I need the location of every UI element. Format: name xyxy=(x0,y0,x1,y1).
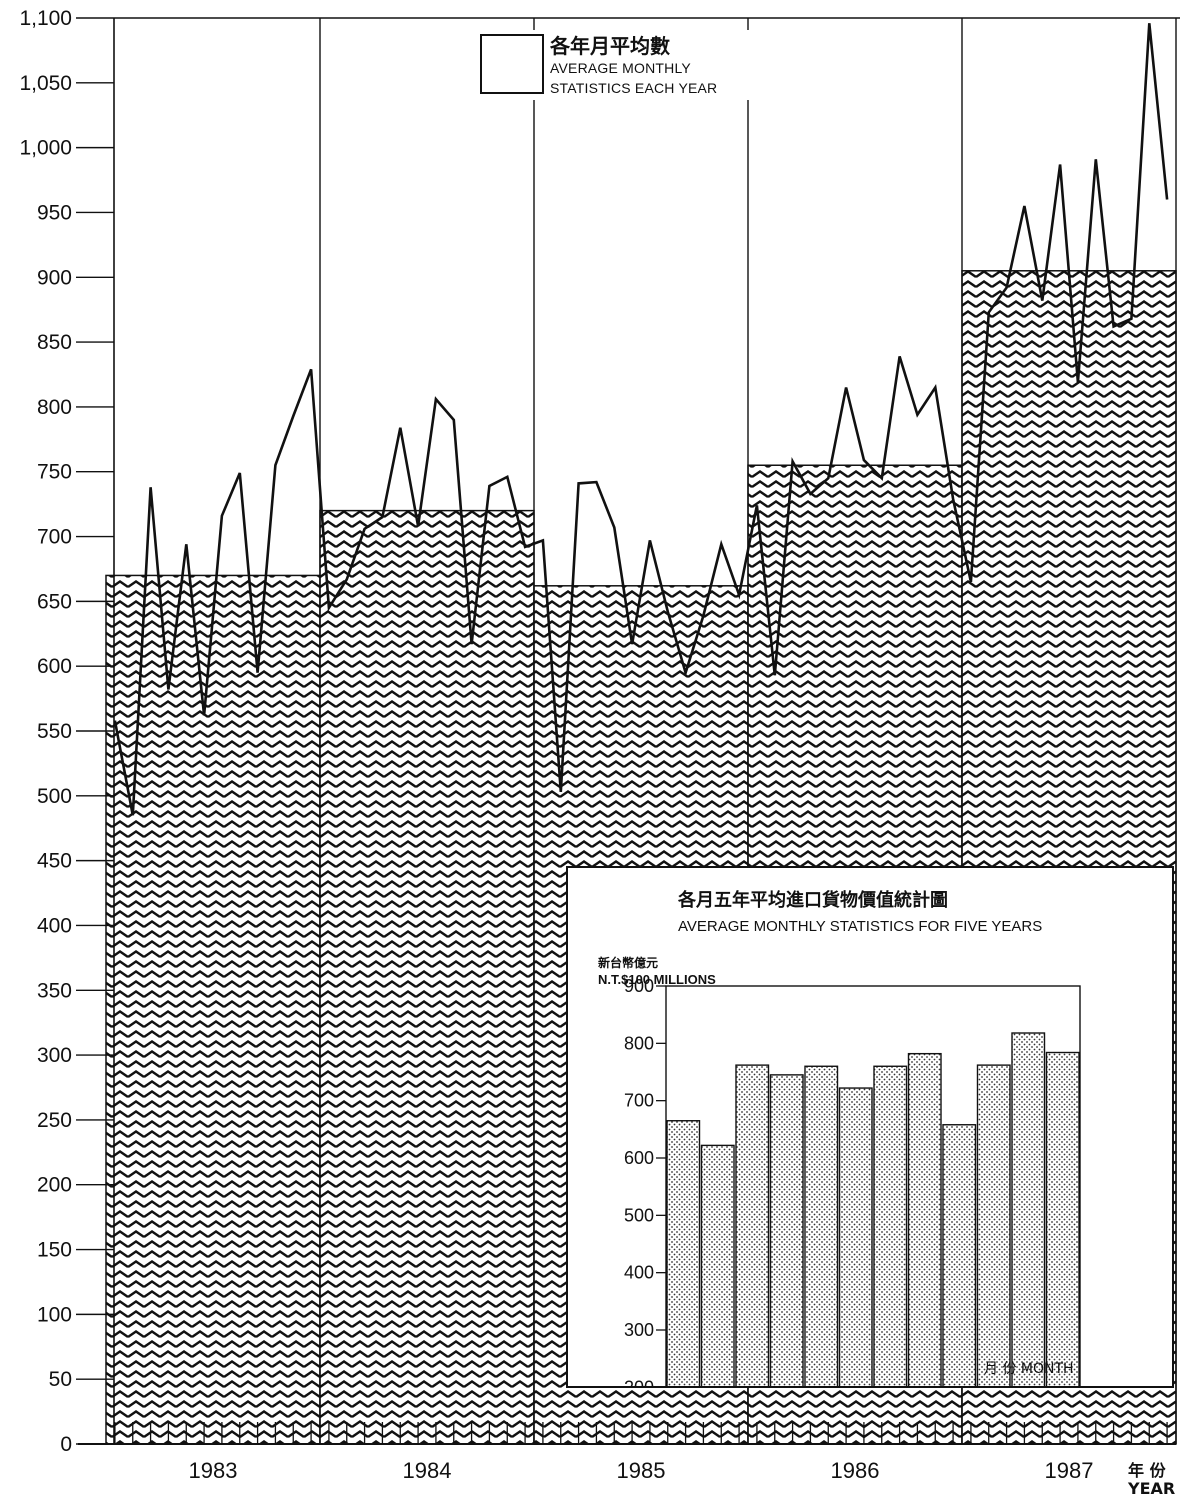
inset-plot: 1234567891011120100200300400500600700800… xyxy=(624,976,1081,1386)
inset-plot-frame xyxy=(665,985,1081,1386)
inset-y-tick-label: 600 xyxy=(624,1148,654,1168)
y-tick-label: 1,050 xyxy=(19,72,72,95)
x-axis-title-en: YEAR xyxy=(1128,1479,1176,1498)
legend-label-en-1: AVERAGE MONTHLY xyxy=(550,60,691,76)
year-label-1984: 1984 xyxy=(403,1458,452,1483)
inset-bar-7 xyxy=(873,1065,908,1386)
inset-xlabel-zh: 月 份 xyxy=(984,1361,1017,1377)
x-axis-title: 年 份 YEAR xyxy=(1128,1462,1175,1498)
inset-chart: 1234567891011120100200300400500600700800… xyxy=(566,866,1174,1388)
inset-bar-12 xyxy=(1045,1051,1080,1386)
inset-bar-5 xyxy=(804,1065,839,1386)
y-tick-label: 50 xyxy=(49,1368,72,1391)
y-tick-label: 350 xyxy=(37,979,72,1002)
inset-bar-11 xyxy=(1011,1032,1046,1386)
inset-y-tick-label: 300 xyxy=(624,1320,654,1340)
inset-bar-6 xyxy=(838,1087,873,1386)
x-axis-title-zh: 年 份 xyxy=(1128,1461,1166,1480)
legend-label-zh: 各年月平均數 xyxy=(550,34,670,58)
inset-unit-en: N.T.$100 MILLIONS xyxy=(598,972,716,987)
y-tick-label: 600 xyxy=(37,655,72,678)
average-bar-1984 xyxy=(319,509,535,1445)
inset-bar-8 xyxy=(907,1052,942,1386)
year-label-1985: 1985 xyxy=(617,1458,666,1483)
inset-y-tick-label: 900 xyxy=(624,976,654,996)
y-tick-label: 850 xyxy=(37,331,72,354)
monthly-value-line xyxy=(113,23,1169,816)
y-tick-label: 1,000 xyxy=(19,137,72,160)
y-tick-label: 750 xyxy=(37,461,72,484)
inset-y-tick-label: 800 xyxy=(624,1033,654,1053)
legend: 各年月平均數 AVERAGE MONTHLY STATISTICS EACH Y… xyxy=(478,30,750,100)
average-bar-1983 xyxy=(105,574,321,1445)
y-tick-label: 150 xyxy=(37,1239,72,1262)
y-tick-label: 0 xyxy=(60,1433,72,1456)
inset-title-zh: 各月五年平均進口貨物價值統計圖 xyxy=(678,890,948,911)
y-tick-label: 700 xyxy=(37,526,72,549)
inset-y-tick-label: 400 xyxy=(624,1263,654,1283)
year-label-1987: 1987 xyxy=(1045,1458,1094,1483)
y-tick-label: 300 xyxy=(37,1044,72,1067)
y-tick-label: 100 xyxy=(37,1303,72,1326)
y-tick-label: 800 xyxy=(37,396,72,419)
inset-unit-zh: 新台幣億元 xyxy=(598,956,659,970)
y-tick-label: 950 xyxy=(37,201,72,224)
inset-y-tick-label: 500 xyxy=(624,1205,654,1225)
inset-xlabel: 月 份 MONTH xyxy=(984,1358,1074,1378)
y-tick-label: 500 xyxy=(37,785,72,808)
legend-label-en-2: STATISTICS EACH YEAR xyxy=(550,80,718,96)
y-tick-label: 900 xyxy=(37,266,72,289)
inset-bar-2 xyxy=(700,1144,735,1386)
legend-swatch xyxy=(480,34,544,94)
monthly-line xyxy=(113,23,1169,816)
inset-bar-4 xyxy=(769,1074,804,1386)
y-tick-label: 250 xyxy=(37,1109,72,1132)
year-label-1986: 1986 xyxy=(831,1458,880,1483)
y-tick-label: 650 xyxy=(37,590,72,613)
y-tick-label: 550 xyxy=(37,720,72,743)
x-axis: 1983 1984 1985 1986 1987 xyxy=(78,1422,1176,1483)
y-tick-label: 450 xyxy=(37,850,72,873)
inset-bar-10 xyxy=(976,1064,1011,1386)
inset-bar-3 xyxy=(735,1064,770,1386)
y-tick-label: 1,100 xyxy=(19,7,72,30)
inset-title-en: AVERAGE MONTHLY STATISTICS FOR FIVE YEAR… xyxy=(678,918,1043,935)
y-tick-label: 400 xyxy=(37,914,72,937)
inset-bar-9 xyxy=(942,1124,977,1386)
y-tick-label: 200 xyxy=(37,1174,72,1197)
y-axis: 0 50 100 150 200 250 300 350 400 450 500 550 600 650 7… xyxy=(19,7,114,1456)
inset-y-tick-label: 700 xyxy=(624,1091,654,1111)
year-label-1983: 1983 xyxy=(189,1458,238,1483)
inset-bar-1 xyxy=(666,1120,701,1386)
inset-xlabel-en: MONTH xyxy=(1020,1361,1074,1377)
inset-y-tick-label: 200 xyxy=(624,1377,654,1386)
